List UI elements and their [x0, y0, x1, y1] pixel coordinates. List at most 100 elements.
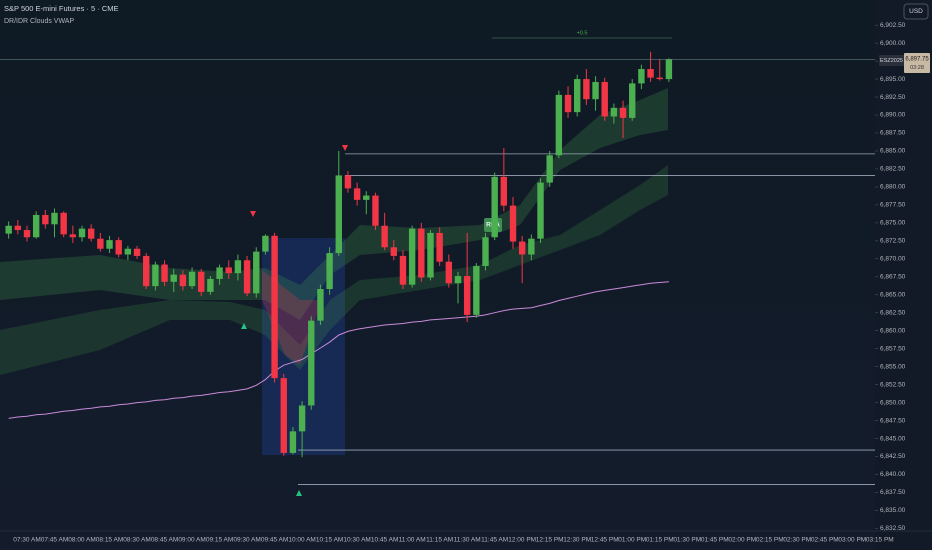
candle-body — [216, 267, 223, 279]
candle-body — [418, 228, 425, 278]
candle-body — [665, 59, 673, 80]
y-tick-label: 6,867.50 — [880, 274, 906, 281]
candle-body — [454, 276, 462, 284]
x-tick-label: 12:00 PM — [508, 537, 536, 544]
y-tick-label: 6,837.50 — [880, 489, 906, 496]
sell-marker — [250, 211, 256, 217]
candle-body — [564, 94, 572, 113]
y-tick-label: 6,882.50 — [880, 166, 906, 173]
candle-body — [344, 175, 352, 189]
candle-body — [14, 225, 22, 231]
y-tick-label: 6,865.00 — [880, 291, 906, 298]
countdown-label: 03:28 — [910, 65, 924, 71]
currency-label[interactable]: USD — [909, 8, 923, 15]
candle-body — [289, 431, 297, 453]
y-tick-label: 6,847.50 — [880, 417, 906, 424]
candle-body — [638, 69, 645, 84]
candle-body — [528, 238, 535, 255]
x-tick-label: 01:45 PM — [701, 537, 729, 544]
x-tick-label: 10:00 AM — [288, 537, 315, 544]
candle-body — [601, 81, 608, 117]
candle-body — [106, 240, 113, 249]
lower-cloud — [0, 165, 668, 375]
candle-body — [537, 182, 544, 239]
y-tick-label: 6,900.00 — [880, 40, 906, 47]
x-tick-label: 10:15 AM — [316, 537, 343, 544]
y-tick-label: 6,890.00 — [880, 112, 906, 119]
candle-body — [491, 176, 498, 238]
candle-body — [234, 260, 242, 274]
candle-body — [143, 255, 150, 287]
candle-body — [436, 232, 443, 262]
x-tick-label: 02:00 PM — [728, 537, 756, 544]
candle-body — [427, 232, 434, 278]
x-tick-label: 09:45 AM — [261, 537, 288, 544]
y-tick-label: 6,862.50 — [880, 309, 906, 316]
candle-body — [372, 195, 379, 226]
currency-button[interactable] — [903, 3, 929, 20]
candle-body — [326, 253, 333, 290]
candle-body — [335, 175, 342, 254]
candle-body — [32, 214, 40, 238]
x-tick-label: 01:30 PM — [673, 537, 701, 544]
candle-body — [207, 278, 214, 292]
candle-body — [482, 237, 489, 266]
x-tick-label: 01:15 PM — [646, 537, 674, 544]
candle-body — [262, 235, 269, 252]
y-tick-label: 6,860.00 — [880, 327, 906, 334]
candle-body — [445, 261, 453, 284]
x-tick-label: 02:30 PM — [783, 537, 811, 544]
x-tick-label: 10:30 AM — [343, 537, 370, 544]
y-tick-label: 6,880.00 — [880, 184, 906, 191]
candle-body — [308, 320, 315, 406]
y-tick-label: 6,870.00 — [880, 256, 906, 263]
y-tick-label: 6,832.50 — [880, 525, 906, 532]
candle-body — [225, 267, 232, 274]
candle-body — [51, 212, 58, 225]
axis-panel — [875, 0, 932, 550]
y-tick-label: 6,852.50 — [880, 381, 906, 388]
x-tick-label: 08:45 AM — [151, 537, 178, 544]
y-tick-label: 6,895.00 — [880, 76, 906, 83]
x-tick-label: 09:00 AM — [178, 537, 205, 544]
candle-body — [500, 176, 508, 206]
candle-body — [583, 79, 590, 100]
y-tick-label: 6,850.00 — [880, 399, 906, 406]
candle-body — [170, 274, 177, 282]
candle-body — [271, 235, 278, 379]
buy-marker — [241, 323, 247, 329]
candle-body — [473, 266, 480, 315]
x-tick-label: 07:45 AM — [41, 537, 68, 544]
price-tag — [904, 53, 930, 73]
x-tick-label: 09:30 AM — [233, 537, 260, 544]
candle-body — [629, 83, 636, 118]
x-tick-label: 02:15 PM — [756, 537, 784, 544]
candle-body — [317, 289, 324, 321]
candle-body — [363, 195, 370, 200]
x-tick-label: 12:45 PM — [591, 537, 619, 544]
y-tick-label: 6,857.50 — [880, 345, 906, 352]
vwap-line — [8, 281, 669, 419]
x-tick-label: 08:15 AM — [96, 537, 123, 544]
candle-body — [69, 234, 77, 238]
x-tick-label: 11:30 AM — [454, 537, 481, 544]
x-tick-label: 09:15 AM — [206, 537, 233, 544]
price-label: 6,897.75 — [905, 57, 929, 63]
candle-body — [381, 225, 388, 248]
x-tick-label: 01:00 PM — [618, 537, 646, 544]
candle-body — [298, 405, 306, 432]
upper-cloud — [0, 88, 668, 320]
candle-body — [280, 378, 287, 453]
candle-body — [133, 248, 141, 256]
y-tick-label: 6,872.50 — [880, 238, 906, 245]
candle-body — [87, 228, 95, 239]
candle-body — [23, 230, 31, 238]
plot — [0, 51, 875, 485]
y-tick-label: 6,877.50 — [880, 202, 906, 209]
candle-body — [188, 271, 196, 287]
candle-body — [619, 107, 627, 118]
symbol-tag — [879, 55, 904, 66]
y-tick-label: 6,892.50 — [880, 94, 906, 101]
candle-body — [60, 212, 67, 235]
